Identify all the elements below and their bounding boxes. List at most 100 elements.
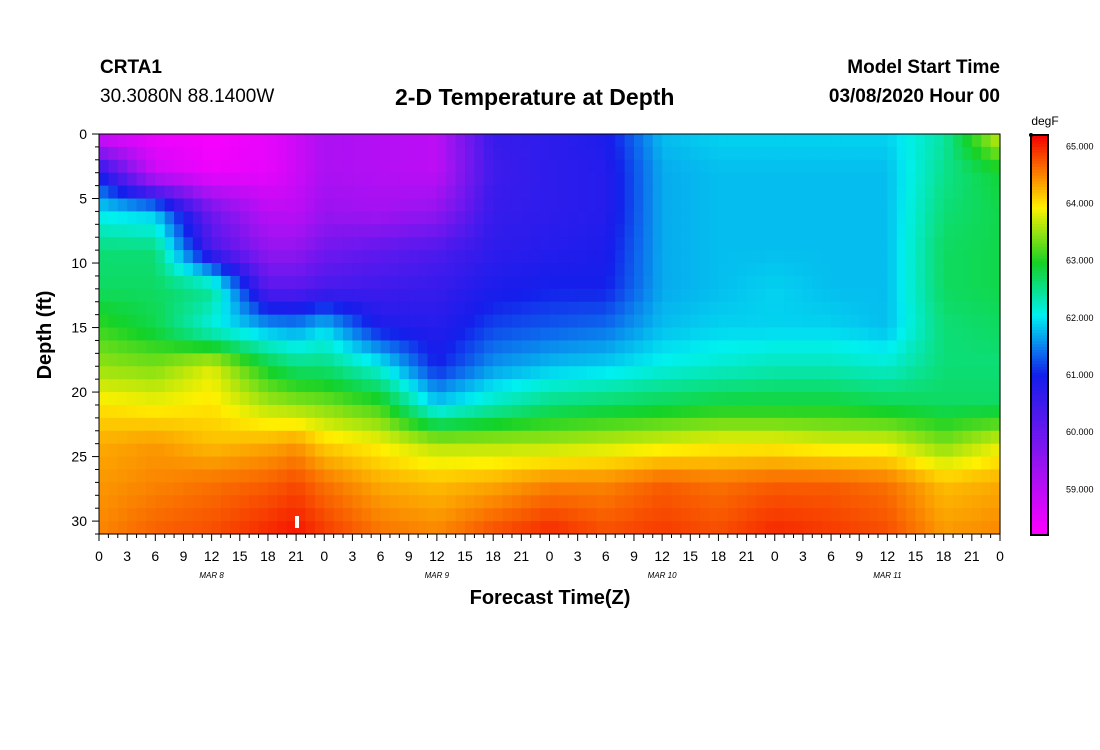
heatmap-cell xyxy=(483,456,494,471)
heatmap-cell xyxy=(990,301,1001,316)
heatmap-cell xyxy=(145,198,156,213)
heatmap-cell xyxy=(474,250,485,264)
heatmap-cell xyxy=(174,353,185,367)
heatmap-cell xyxy=(511,430,522,445)
heatmap-cell xyxy=(727,443,738,458)
colorbar-segment xyxy=(1031,529,1048,533)
heatmap-cell xyxy=(962,172,973,187)
heatmap-cell xyxy=(277,495,288,509)
heatmap-cell xyxy=(990,521,1001,535)
x-tick-label: 6 xyxy=(602,548,610,564)
heatmap-cell xyxy=(943,224,954,238)
heatmap-cell xyxy=(549,379,560,393)
heatmap-cell xyxy=(558,379,569,393)
heatmap-cell xyxy=(230,159,241,174)
heatmap-cell xyxy=(99,366,109,380)
heatmap-cell xyxy=(352,134,363,148)
heatmap-cell xyxy=(671,495,682,509)
heatmap-cell xyxy=(596,159,607,174)
heatmap-cell xyxy=(568,134,579,148)
heatmap-cell xyxy=(755,340,766,354)
heatmap-cell xyxy=(399,392,410,406)
heatmap-cell xyxy=(493,198,504,213)
heatmap-cell xyxy=(605,327,616,342)
heatmap-cell xyxy=(671,263,682,277)
heatmap-cell xyxy=(549,495,560,509)
colorbar-segment xyxy=(1031,246,1048,250)
colorbar-segment xyxy=(1031,137,1048,142)
heatmap-cell xyxy=(633,146,644,161)
heatmap-cell xyxy=(446,521,457,535)
heatmap-cell xyxy=(577,275,588,290)
heatmap-cell xyxy=(183,211,194,225)
heatmap-cell xyxy=(784,430,795,445)
heatmap-cell xyxy=(662,172,673,187)
heatmap-cell xyxy=(849,366,860,380)
heatmap-cell xyxy=(774,456,785,471)
heatmap-cell xyxy=(709,146,720,161)
heatmap-cell xyxy=(793,301,804,316)
heatmap-cell xyxy=(793,353,804,367)
heatmap-cell xyxy=(446,275,457,290)
heatmap-cell xyxy=(971,508,982,522)
heatmap-cell xyxy=(136,443,147,458)
heatmap-cell xyxy=(962,430,973,445)
heatmap-cell xyxy=(324,301,335,316)
heatmap-cell xyxy=(934,159,945,174)
heatmap-cell xyxy=(840,366,851,380)
heatmap-cell xyxy=(314,417,325,432)
heatmap-cell xyxy=(990,146,1001,161)
heatmap-cell xyxy=(887,134,898,148)
heatmap-cell xyxy=(474,379,485,393)
heatmap-cell xyxy=(230,224,241,238)
heatmap-cell xyxy=(755,211,766,225)
heatmap-cell xyxy=(709,443,720,458)
heatmap-cell xyxy=(324,430,335,445)
heatmap-cell xyxy=(333,482,344,496)
heatmap-cell xyxy=(230,417,241,432)
heatmap-cell xyxy=(117,327,128,342)
heatmap-cell xyxy=(718,469,729,483)
heatmap-cell xyxy=(671,211,682,225)
heatmap-cell xyxy=(784,224,795,238)
heatmap-cell xyxy=(727,327,738,342)
heatmap-cell xyxy=(427,237,438,251)
heatmap-cell xyxy=(343,224,354,238)
heatmap-cell xyxy=(277,379,288,393)
heatmap-cell xyxy=(868,456,879,471)
heatmap-cell xyxy=(605,443,616,458)
heatmap-cell xyxy=(164,301,175,316)
heatmap-cell xyxy=(971,172,982,187)
heatmap-cell xyxy=(793,443,804,458)
colorbar-segment xyxy=(1031,369,1048,373)
heatmap-cell xyxy=(296,263,307,277)
heatmap-cell xyxy=(493,443,504,458)
heatmap-cell xyxy=(408,456,419,471)
heatmap-cell xyxy=(183,495,194,509)
heatmap-cell xyxy=(436,404,447,419)
heatmap-cell xyxy=(755,185,766,200)
heatmap-cell xyxy=(314,146,325,161)
heatmap-cell xyxy=(962,443,973,458)
heatmap-cell xyxy=(953,211,964,225)
heatmap-cell xyxy=(765,211,776,225)
heatmap-cell xyxy=(521,327,532,342)
heatmap-cell xyxy=(831,288,842,303)
colorbar-segment xyxy=(1031,446,1048,450)
heatmap-cell xyxy=(652,288,663,303)
heatmap-cell xyxy=(127,314,138,329)
heatmap-cell xyxy=(868,314,879,329)
heatmap-cell xyxy=(859,301,870,316)
heatmap-cell xyxy=(352,482,363,496)
heatmap-cell xyxy=(202,495,213,509)
heatmap-cell xyxy=(117,172,128,187)
heatmap-cell xyxy=(145,417,156,432)
heatmap-cell xyxy=(202,185,213,200)
heatmap-cell xyxy=(436,172,447,187)
heatmap-cell xyxy=(831,417,842,432)
heatmap-cell xyxy=(981,417,992,432)
heatmap-cell xyxy=(352,146,363,161)
heatmap-cell xyxy=(577,469,588,483)
heatmap-cell xyxy=(174,456,185,471)
heatmap-cell xyxy=(699,353,710,367)
